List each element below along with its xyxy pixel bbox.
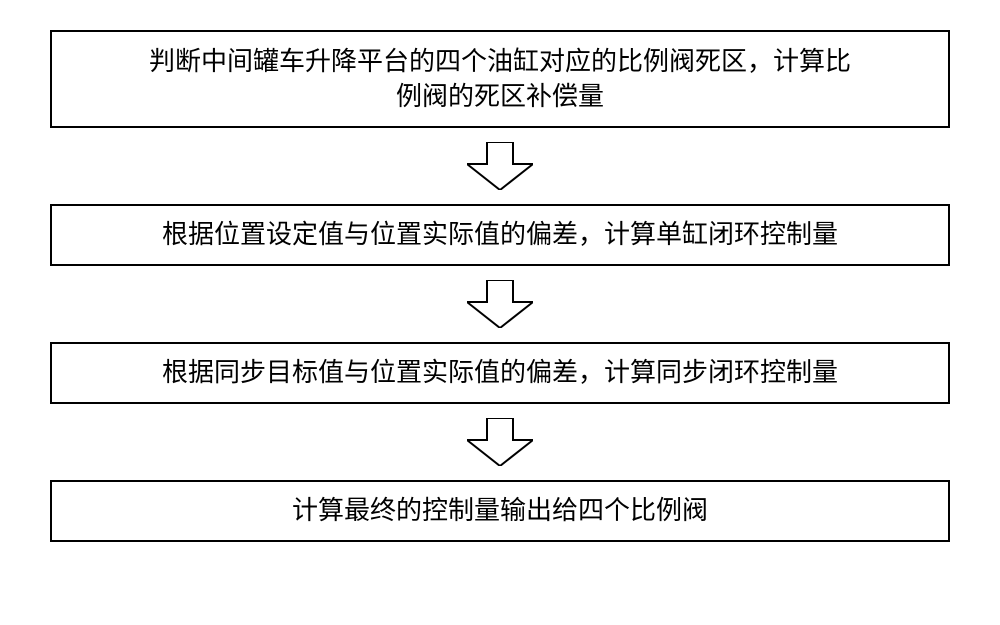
flowchart-container: 判断中间罐车升降平台的四个油缸对应的比例阀死区，计算比例阀的死区补偿量根据位置设… xyxy=(50,30,950,542)
flow-step-step2: 根据位置设定值与位置实际值的偏差，计算单缸闭环控制量 xyxy=(50,204,950,266)
flow-step-step3: 根据同步目标值与位置实际值的偏差，计算同步闭环控制量 xyxy=(50,342,950,404)
flow-arrow xyxy=(467,142,533,190)
flow-step-text: 根据位置设定值与位置实际值的偏差，计算单缸闭环控制量 xyxy=(162,217,838,252)
flow-arrow xyxy=(467,418,533,466)
flow-arrow xyxy=(467,280,533,328)
flow-step-text: 判断中间罐车升降平台的四个油缸对应的比例阀死区，计算比例阀的死区补偿量 xyxy=(149,44,851,114)
flow-step-step1: 判断中间罐车升降平台的四个油缸对应的比例阀死区，计算比例阀的死区补偿量 xyxy=(50,30,950,128)
flow-step-text: 根据同步目标值与位置实际值的偏差，计算同步闭环控制量 xyxy=(162,355,838,390)
flow-step-text: 计算最终的控制量输出给四个比例阀 xyxy=(292,493,708,528)
flow-step-step4: 计算最终的控制量输出给四个比例阀 xyxy=(50,480,950,542)
